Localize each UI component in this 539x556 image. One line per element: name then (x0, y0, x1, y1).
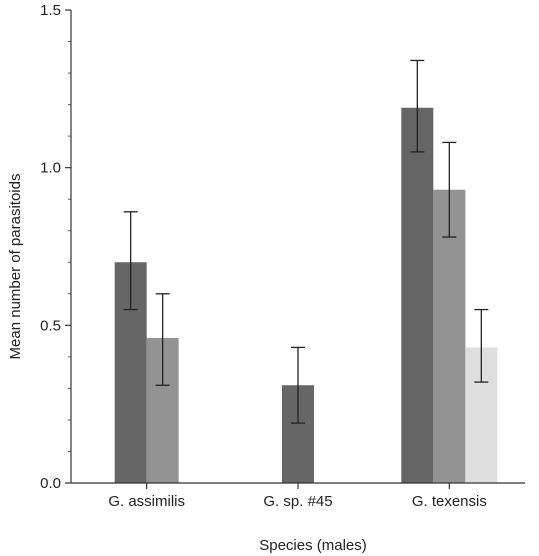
error-bar (442, 141, 457, 238)
y-tick-label: 0.0 (40, 475, 61, 492)
x-tick-label: G. texensis (412, 493, 487, 510)
y-tick-label: 0.5 (40, 317, 61, 334)
plot-marks (114, 59, 498, 484)
error-bar (474, 308, 489, 383)
error-bar (410, 59, 425, 153)
y-tick-label: 1.0 (40, 160, 61, 177)
y-tick-label: 1.5 (40, 2, 61, 19)
x-axis-tick-labels: G. assimilis G. sp. #45 G. texensis (108, 483, 487, 510)
x-tick-label: G. sp. #45 (263, 493, 332, 510)
error-bar (155, 293, 170, 386)
x-tick-label: G. assimilis (108, 493, 185, 510)
y-axis-ticks: 0.0 0.5 1.0 1.5 (40, 2, 71, 492)
x-axis-label: Species (males) (259, 537, 367, 554)
bar (433, 189, 466, 484)
y-axis-label: Mean number of parasitoids (7, 174, 24, 360)
error-bar (123, 211, 138, 311)
error-bar (291, 346, 305, 424)
bar (401, 107, 434, 484)
